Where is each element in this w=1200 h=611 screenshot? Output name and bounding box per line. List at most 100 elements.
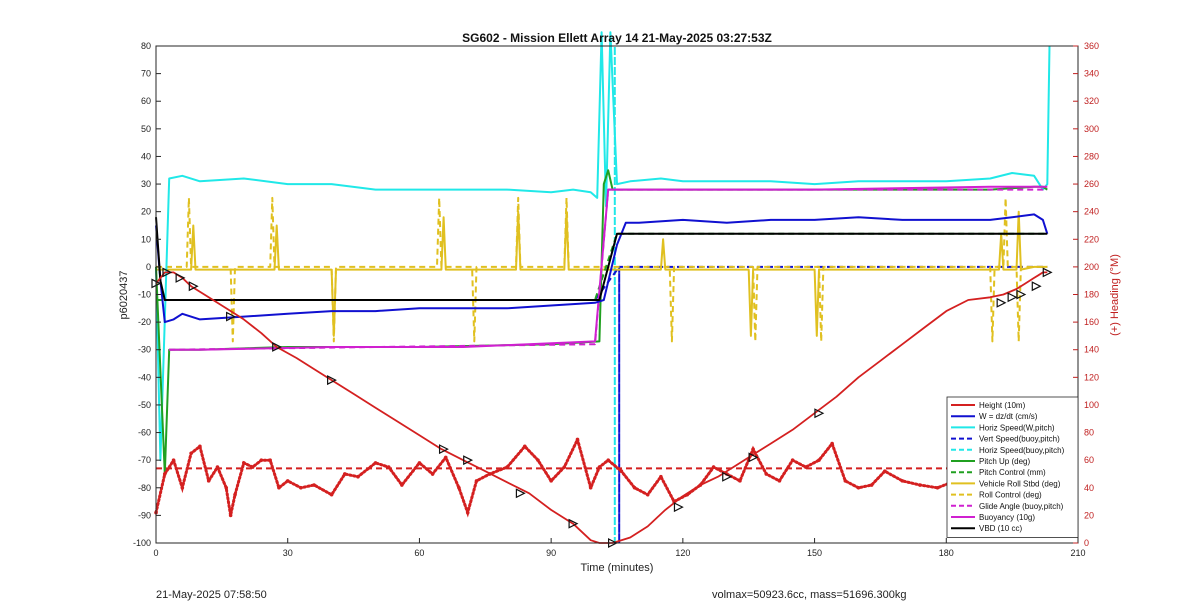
legend-label: Glide Angle (buoy,pitch) — [979, 502, 1064, 511]
height-marker — [175, 272, 186, 283]
legend: Height (10m) W = dz/dt (cm/s) Horiz Speed(… — [946, 396, 1079, 538]
height-marker — [748, 452, 759, 463]
heading-point — [277, 485, 281, 490]
heading-point — [206, 479, 211, 483]
x-tick-label: 90 — [546, 548, 556, 558]
x-tick-label: 60 — [414, 548, 424, 558]
heading-point — [162, 472, 167, 476]
y-tick-label: 50 — [141, 124, 151, 134]
heading-point — [751, 447, 755, 451]
heading-point — [505, 465, 510, 469]
heading-point — [645, 492, 650, 497]
y-tick-label: -90 — [138, 510, 151, 520]
series-vehicle-roll-stbd-deg — [156, 210, 1048, 337]
legend-label: Pitch Up (deg) — [979, 457, 1030, 466]
height-marker — [673, 502, 684, 513]
heading-point — [373, 461, 378, 465]
y-tick-label: 80 — [141, 41, 151, 51]
heading-point — [180, 485, 185, 490]
y-tick-label: -100 — [133, 538, 151, 548]
heading-point — [386, 465, 391, 469]
heading-point — [549, 479, 553, 483]
legend-label: Roll Control (deg) — [979, 491, 1042, 500]
height-marker — [162, 267, 173, 278]
heading-point — [869, 483, 874, 487]
y-tick-label: -30 — [138, 345, 151, 355]
heading-point — [817, 458, 821, 462]
y-tick-label: 0 — [146, 262, 151, 272]
y2-tick-label: 40 — [1084, 483, 1094, 493]
heading-point — [803, 465, 808, 469]
y-tick-label: 60 — [141, 96, 151, 106]
legend-label: Horiz Speed(buoy,pitch) — [979, 446, 1065, 455]
heading-point — [918, 483, 922, 487]
heading-point — [242, 461, 246, 465]
y-tick-label: -40 — [138, 372, 151, 382]
heading-point — [790, 458, 795, 462]
heading-point — [606, 458, 611, 462]
heading-point — [224, 485, 229, 490]
y2-tick-label: 360 — [1084, 41, 1099, 51]
y2-tick-label: 300 — [1084, 124, 1099, 134]
height-marker — [327, 375, 337, 386]
legend-label: Vert Speed(buoy,pitch) — [979, 435, 1060, 444]
heading-point — [856, 485, 861, 490]
heading-point — [430, 472, 435, 476]
heading-point — [198, 444, 202, 449]
y2-tick-label: 120 — [1084, 372, 1099, 382]
y2-tick-label: 320 — [1084, 96, 1099, 106]
heading-point — [935, 485, 940, 490]
series-pitch-up-deg — [155, 169, 1048, 475]
y2-tick-label: 100 — [1084, 400, 1099, 410]
y-axis-right: 3603403203002802602402202001801601401201… — [1073, 41, 1099, 548]
heading-point — [171, 458, 176, 462]
y2-tick-label: 140 — [1084, 345, 1099, 355]
heading-point — [285, 479, 290, 483]
series-w-dz-dt-cm-s — [155, 213, 1049, 324]
heading-point — [215, 465, 220, 469]
x-axis-label: Time (minutes) — [581, 562, 654, 574]
heading-point — [299, 485, 303, 490]
heading-point — [465, 510, 470, 515]
height-marker — [1016, 289, 1027, 300]
x-tick-label: 0 — [153, 548, 158, 558]
heading-point — [575, 437, 580, 442]
y-axis-left: 80 70 60 50 40 30 20 10 0 -10 -20 -30 -40 -50 -60 -70 -8… — [133, 41, 161, 548]
heading-point — [764, 472, 769, 476]
heading-point — [523, 444, 527, 449]
legend-label: Buoyancy (10g) — [979, 513, 1035, 522]
x-tick-label: 210 — [1070, 548, 1085, 558]
y-tick-label: -80 — [138, 483, 151, 493]
heading-point — [329, 492, 334, 497]
y-axis-label: p6020437 — [118, 271, 130, 320]
y-tick-label: -70 — [138, 455, 151, 465]
height-marker — [568, 518, 579, 529]
height-marker — [1042, 267, 1053, 278]
plot-area — [151, 31, 1053, 548]
heading-point — [342, 472, 347, 476]
footer-timestamp: 21-May-2025 07:58:50 — [156, 589, 267, 601]
series-buoyancy-10g — [169, 185, 1048, 351]
height-marker — [1031, 281, 1042, 292]
heading-point — [228, 513, 233, 518]
heading-point — [443, 455, 448, 460]
y2-tick-label: 260 — [1084, 179, 1099, 189]
y2-tick-label: 200 — [1084, 262, 1099, 272]
legend-label: Vehicle Roll Stbd (deg) — [979, 479, 1061, 488]
heading-point — [562, 465, 567, 469]
heading-point — [843, 479, 848, 483]
heading-point — [233, 492, 237, 497]
y2-tick-label: 80 — [1084, 428, 1094, 438]
y2-tick-label: 180 — [1084, 290, 1099, 300]
height-marker — [226, 311, 236, 322]
heading-point — [830, 441, 834, 446]
height-marker — [438, 444, 449, 455]
y2-tick-label: 240 — [1084, 207, 1099, 217]
y2-tick-label: 220 — [1084, 234, 1099, 244]
x-tick-label: 150 — [807, 548, 822, 558]
heading-point — [777, 479, 782, 483]
heading-point — [189, 451, 193, 456]
y-tick-label: 40 — [141, 151, 151, 161]
heading-point — [632, 485, 637, 490]
height-marker — [996, 297, 1007, 308]
